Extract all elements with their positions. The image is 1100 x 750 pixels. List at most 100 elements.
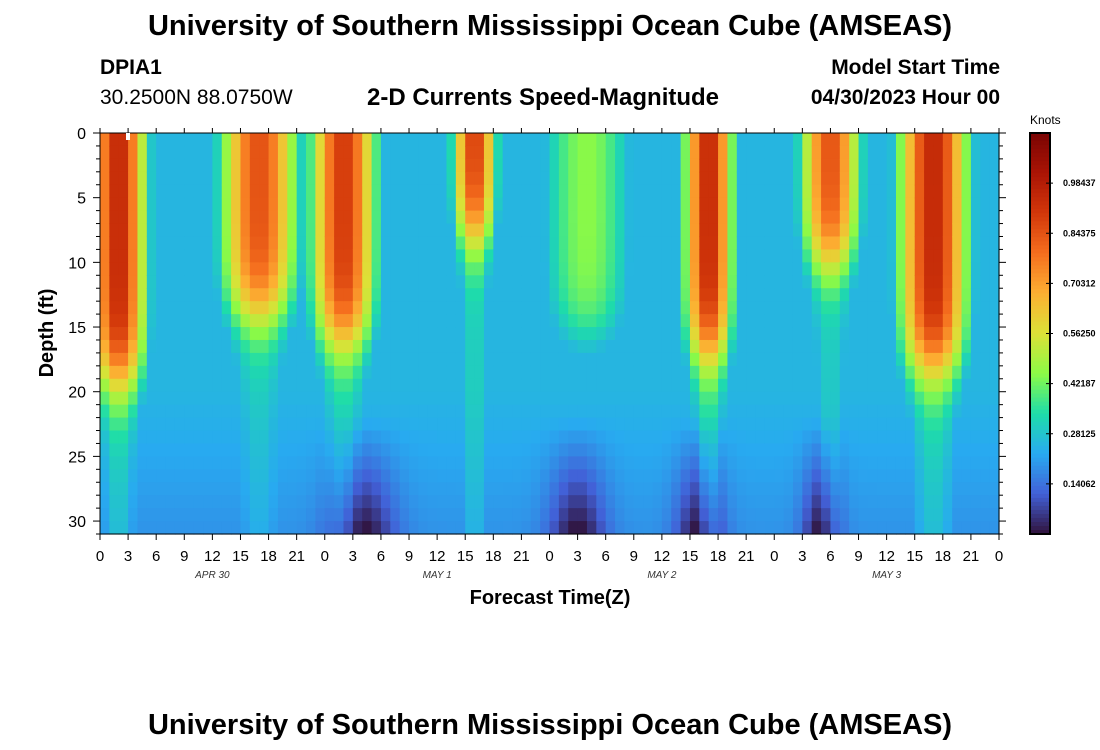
heat-cell	[334, 378, 345, 393]
heat-cell	[287, 249, 298, 263]
heat-cell	[839, 133, 850, 147]
heat-cell	[746, 301, 757, 315]
heat-cell	[596, 184, 607, 199]
heat-cell	[839, 469, 850, 483]
heat-cell	[568, 210, 579, 225]
heat-cell	[727, 417, 738, 432]
heat-cell	[577, 430, 588, 445]
heat-cell	[727, 301, 738, 315]
heat-cell	[493, 223, 504, 238]
heat-cell	[830, 288, 841, 302]
heat-cell	[165, 197, 176, 212]
heat-cell	[586, 158, 597, 173]
heat-cell	[858, 352, 869, 367]
heat-cell	[221, 417, 232, 432]
heat-cell	[409, 391, 419, 406]
heat-cell	[128, 339, 139, 354]
heat-cell	[624, 197, 635, 212]
heat-cell	[231, 223, 242, 238]
heat-cell	[437, 495, 448, 509]
heat-cell	[128, 223, 139, 238]
heat-cell	[249, 430, 260, 445]
heat-cell	[802, 378, 813, 393]
heat-cell	[549, 171, 560, 186]
heat-cell	[343, 404, 354, 419]
heat-cell	[652, 275, 663, 289]
heat-cell	[615, 145, 626, 160]
heat-cell	[380, 404, 391, 419]
heat-cell	[455, 339, 466, 354]
heat-cell	[830, 249, 841, 263]
heat-cell	[277, 197, 288, 212]
heat-cell	[558, 184, 569, 199]
heat-cell	[858, 171, 869, 186]
heat-cell	[156, 339, 167, 354]
heat-cell	[277, 495, 288, 509]
heat-cell	[624, 508, 635, 522]
heat-cell	[783, 365, 794, 380]
heat-cell	[296, 314, 307, 328]
heat-cell	[259, 275, 270, 289]
heat-cell	[203, 352, 213, 367]
heat-cell	[193, 275, 204, 289]
heat-cell	[746, 456, 757, 470]
heat-cell	[830, 469, 841, 483]
heat-cell	[502, 443, 513, 457]
heat-cell	[877, 301, 888, 315]
heat-cell	[203, 339, 213, 354]
heat-cell	[540, 145, 551, 160]
heat-cell	[203, 417, 213, 432]
heat-cell	[137, 430, 148, 445]
heat-cell	[886, 339, 897, 354]
heat-cell	[933, 171, 944, 186]
heat-cell	[259, 133, 270, 147]
heat-cell	[530, 495, 541, 509]
heat-cell	[221, 339, 232, 354]
heat-cell	[221, 430, 232, 445]
heat-cell	[212, 365, 223, 380]
heat-cell	[689, 339, 700, 354]
heat-cell	[558, 171, 569, 186]
heat-cell	[811, 495, 822, 509]
heat-cell	[755, 404, 766, 419]
heat-cell	[989, 339, 1000, 354]
heat-cell	[128, 301, 139, 315]
heat-cell	[652, 184, 663, 199]
heat-cell	[605, 210, 616, 225]
heat-cell	[530, 249, 541, 263]
heat-cell	[493, 249, 504, 263]
heat-cell	[137, 133, 148, 147]
colorbar-segment	[1030, 521, 1050, 527]
heat-cell	[633, 184, 644, 199]
heat-cell	[680, 495, 691, 509]
heat-cell	[334, 210, 345, 225]
heat-cell	[483, 456, 494, 470]
heat-cell	[212, 417, 223, 432]
heat-cell	[334, 145, 345, 160]
heat-cell	[352, 521, 363, 535]
heat-cell	[474, 288, 485, 302]
heat-cell	[465, 133, 476, 147]
heat-cell	[137, 495, 148, 509]
heat-cell	[914, 391, 925, 406]
heat-cell	[231, 521, 242, 535]
heat-cell	[530, 456, 541, 470]
colorbar-segment	[1030, 269, 1050, 274]
heat-cell	[474, 508, 485, 522]
heat-cell	[362, 430, 373, 445]
heat-cell	[465, 521, 476, 535]
heat-cell	[699, 404, 710, 419]
heat-cell	[755, 223, 766, 238]
heat-cell	[615, 314, 626, 328]
heat-cell	[615, 365, 626, 380]
heat-cell	[352, 288, 363, 302]
heat-cell	[755, 133, 766, 147]
heat-cell	[615, 327, 626, 341]
colorbar-segment	[1030, 413, 1050, 419]
heat-cell	[231, 404, 242, 419]
heat-cell	[671, 158, 682, 173]
heat-cell	[643, 133, 654, 147]
heat-cell	[324, 495, 335, 509]
heat-cell	[502, 197, 513, 212]
heat-cell	[156, 365, 167, 380]
